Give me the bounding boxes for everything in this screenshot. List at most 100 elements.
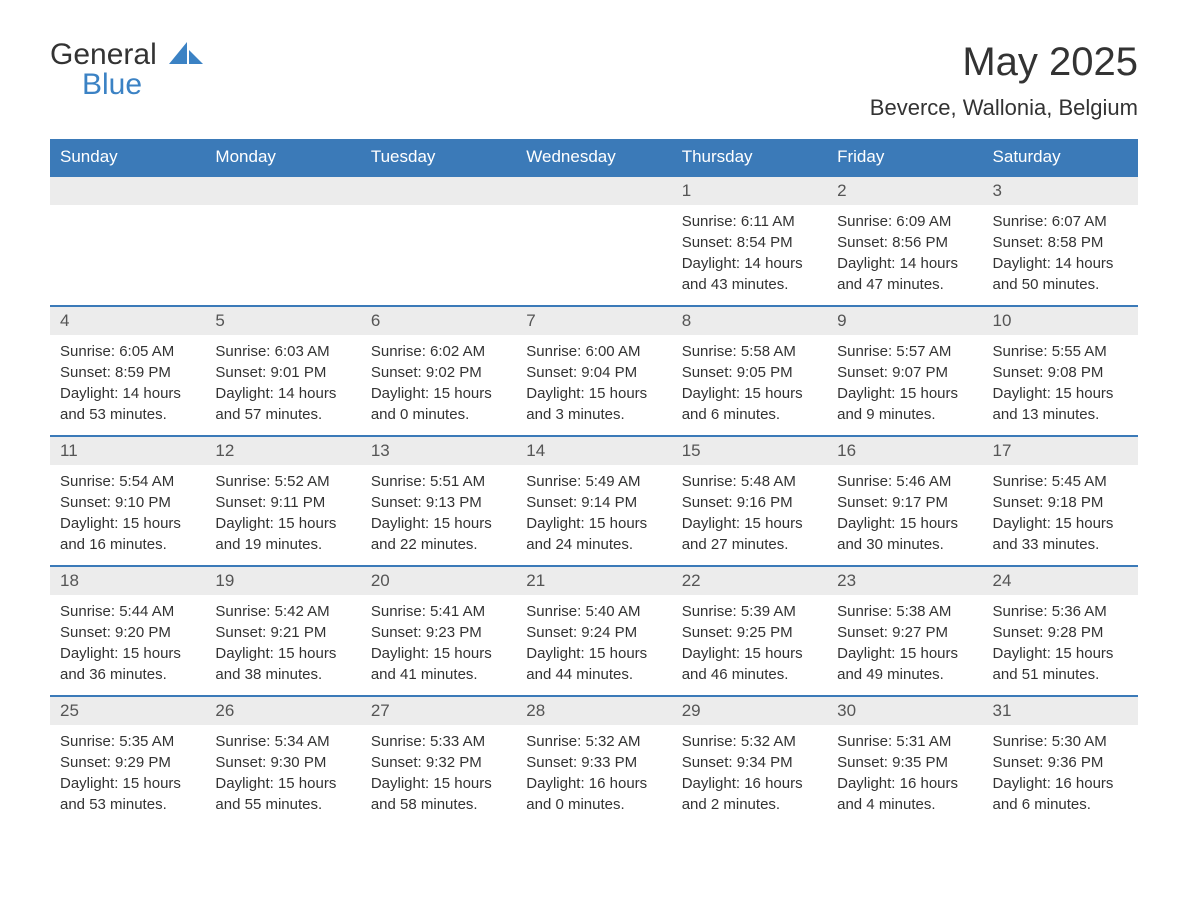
day-details: Sunrise: 5:40 AMSunset: 9:24 PMDaylight:…: [516, 595, 671, 693]
day-number: 30: [827, 697, 982, 725]
day-cell: 22Sunrise: 5:39 AMSunset: 9:25 PMDayligh…: [672, 567, 827, 695]
day-cell: [205, 177, 360, 305]
day-details: Sunrise: 5:48 AMSunset: 9:16 PMDaylight:…: [672, 465, 827, 563]
day-cell: 4Sunrise: 6:05 AMSunset: 8:59 PMDaylight…: [50, 307, 205, 435]
day-details: Sunrise: 5:32 AMSunset: 9:34 PMDaylight:…: [672, 725, 827, 823]
weekday-header-cell: Tuesday: [361, 139, 516, 175]
daylight-text: Daylight: 15 hours and 27 minutes.: [682, 513, 817, 555]
sunset-text: Sunset: 9:01 PM: [215, 362, 350, 383]
day-details: Sunrise: 6:09 AMSunset: 8:56 PMDaylight:…: [827, 205, 982, 303]
day-details: Sunrise: 5:54 AMSunset: 9:10 PMDaylight:…: [50, 465, 205, 563]
sunrise-text: Sunrise: 6:00 AM: [526, 341, 661, 362]
sunset-text: Sunset: 8:54 PM: [682, 232, 817, 253]
day-cell: 27Sunrise: 5:33 AMSunset: 9:32 PMDayligh…: [361, 697, 516, 825]
day-cell: 7Sunrise: 6:00 AMSunset: 9:04 PMDaylight…: [516, 307, 671, 435]
day-number: 23: [827, 567, 982, 595]
day-details: Sunrise: 5:49 AMSunset: 9:14 PMDaylight:…: [516, 465, 671, 563]
sunrise-text: Sunrise: 5:45 AM: [993, 471, 1128, 492]
sunset-text: Sunset: 9:14 PM: [526, 492, 661, 513]
day-details: Sunrise: 5:45 AMSunset: 9:18 PMDaylight:…: [983, 465, 1138, 563]
day-number: 15: [672, 437, 827, 465]
day-number: 9: [827, 307, 982, 335]
calendar-grid: SundayMondayTuesdayWednesdayThursdayFrid…: [50, 139, 1138, 825]
daylight-text: Daylight: 15 hours and 19 minutes.: [215, 513, 350, 555]
daylight-text: Daylight: 15 hours and 46 minutes.: [682, 643, 817, 685]
sunset-text: Sunset: 9:07 PM: [837, 362, 972, 383]
daylight-text: Daylight: 14 hours and 50 minutes.: [993, 253, 1128, 295]
day-details: Sunrise: 5:32 AMSunset: 9:33 PMDaylight:…: [516, 725, 671, 823]
weekday-header-cell: Sunday: [50, 139, 205, 175]
day-number: 22: [672, 567, 827, 595]
day-cell: [516, 177, 671, 305]
day-number: 24: [983, 567, 1138, 595]
sunset-text: Sunset: 9:16 PM: [682, 492, 817, 513]
sunrise-text: Sunrise: 5:54 AM: [60, 471, 195, 492]
week-row: 1Sunrise: 6:11 AMSunset: 8:54 PMDaylight…: [50, 175, 1138, 305]
daylight-text: Daylight: 15 hours and 38 minutes.: [215, 643, 350, 685]
day-cell: 13Sunrise: 5:51 AMSunset: 9:13 PMDayligh…: [361, 437, 516, 565]
day-details: Sunrise: 5:55 AMSunset: 9:08 PMDaylight:…: [983, 335, 1138, 433]
sunset-text: Sunset: 8:56 PM: [837, 232, 972, 253]
sunrise-text: Sunrise: 6:09 AM: [837, 211, 972, 232]
sunrise-text: Sunrise: 5:32 AM: [526, 731, 661, 752]
day-details: Sunrise: 5:31 AMSunset: 9:35 PMDaylight:…: [827, 725, 982, 823]
sunset-text: Sunset: 9:13 PM: [371, 492, 506, 513]
daylight-text: Daylight: 15 hours and 30 minutes.: [837, 513, 972, 555]
sunrise-text: Sunrise: 5:33 AM: [371, 731, 506, 752]
day-cell: 30Sunrise: 5:31 AMSunset: 9:35 PMDayligh…: [827, 697, 982, 825]
daylight-text: Daylight: 15 hours and 33 minutes.: [993, 513, 1128, 555]
day-cell: 2Sunrise: 6:09 AMSunset: 8:56 PMDaylight…: [827, 177, 982, 305]
day-details: Sunrise: 6:05 AMSunset: 8:59 PMDaylight:…: [50, 335, 205, 433]
day-cell: 20Sunrise: 5:41 AMSunset: 9:23 PMDayligh…: [361, 567, 516, 695]
day-cell: 9Sunrise: 5:57 AMSunset: 9:07 PMDaylight…: [827, 307, 982, 435]
daylight-text: Daylight: 16 hours and 0 minutes.: [526, 773, 661, 815]
day-number: 4: [50, 307, 205, 335]
day-number: 17: [983, 437, 1138, 465]
daylight-text: Daylight: 16 hours and 2 minutes.: [682, 773, 817, 815]
daylight-text: Daylight: 15 hours and 3 minutes.: [526, 383, 661, 425]
day-number: 2: [827, 177, 982, 205]
sunrise-text: Sunrise: 6:05 AM: [60, 341, 195, 362]
day-details: Sunrise: 6:02 AMSunset: 9:02 PMDaylight:…: [361, 335, 516, 433]
day-details: Sunrise: 5:46 AMSunset: 9:17 PMDaylight:…: [827, 465, 982, 563]
empty-day-bar: [205, 177, 360, 205]
sunset-text: Sunset: 9:32 PM: [371, 752, 506, 773]
sunset-text: Sunset: 9:23 PM: [371, 622, 506, 643]
day-number: 3: [983, 177, 1138, 205]
day-number: 27: [361, 697, 516, 725]
sail-icon: [169, 40, 203, 70]
sunrise-text: Sunrise: 5:52 AM: [215, 471, 350, 492]
daylight-text: Daylight: 15 hours and 41 minutes.: [371, 643, 506, 685]
day-cell: 12Sunrise: 5:52 AMSunset: 9:11 PMDayligh…: [205, 437, 360, 565]
day-cell: 5Sunrise: 6:03 AMSunset: 9:01 PMDaylight…: [205, 307, 360, 435]
daylight-text: Daylight: 15 hours and 6 minutes.: [682, 383, 817, 425]
day-cell: [50, 177, 205, 305]
day-details: Sunrise: 5:36 AMSunset: 9:28 PMDaylight:…: [983, 595, 1138, 693]
sunrise-text: Sunrise: 5:55 AM: [993, 341, 1128, 362]
daylight-text: Daylight: 15 hours and 36 minutes.: [60, 643, 195, 685]
day-details: Sunrise: 5:57 AMSunset: 9:07 PMDaylight:…: [827, 335, 982, 433]
daylight-text: Daylight: 15 hours and 22 minutes.: [371, 513, 506, 555]
sunset-text: Sunset: 9:21 PM: [215, 622, 350, 643]
day-details: Sunrise: 6:07 AMSunset: 8:58 PMDaylight:…: [983, 205, 1138, 303]
sunrise-text: Sunrise: 6:07 AM: [993, 211, 1128, 232]
daylight-text: Daylight: 15 hours and 53 minutes.: [60, 773, 195, 815]
month-title: May 2025: [870, 40, 1138, 85]
weekday-header-cell: Saturday: [983, 139, 1138, 175]
day-number: 19: [205, 567, 360, 595]
sunset-text: Sunset: 9:33 PM: [526, 752, 661, 773]
day-cell: 25Sunrise: 5:35 AMSunset: 9:29 PMDayligh…: [50, 697, 205, 825]
empty-day-bar: [50, 177, 205, 205]
sunrise-text: Sunrise: 5:48 AM: [682, 471, 817, 492]
sunrise-text: Sunrise: 5:32 AM: [682, 731, 817, 752]
sunrise-text: Sunrise: 5:39 AM: [682, 601, 817, 622]
daylight-text: Daylight: 15 hours and 24 minutes.: [526, 513, 661, 555]
day-number: 18: [50, 567, 205, 595]
day-cell: 31Sunrise: 5:30 AMSunset: 9:36 PMDayligh…: [983, 697, 1138, 825]
day-cell: 19Sunrise: 5:42 AMSunset: 9:21 PMDayligh…: [205, 567, 360, 695]
sunrise-text: Sunrise: 5:58 AM: [682, 341, 817, 362]
sunset-text: Sunset: 9:28 PM: [993, 622, 1128, 643]
day-cell: 16Sunrise: 5:46 AMSunset: 9:17 PMDayligh…: [827, 437, 982, 565]
sunset-text: Sunset: 9:05 PM: [682, 362, 817, 383]
sunset-text: Sunset: 8:58 PM: [993, 232, 1128, 253]
